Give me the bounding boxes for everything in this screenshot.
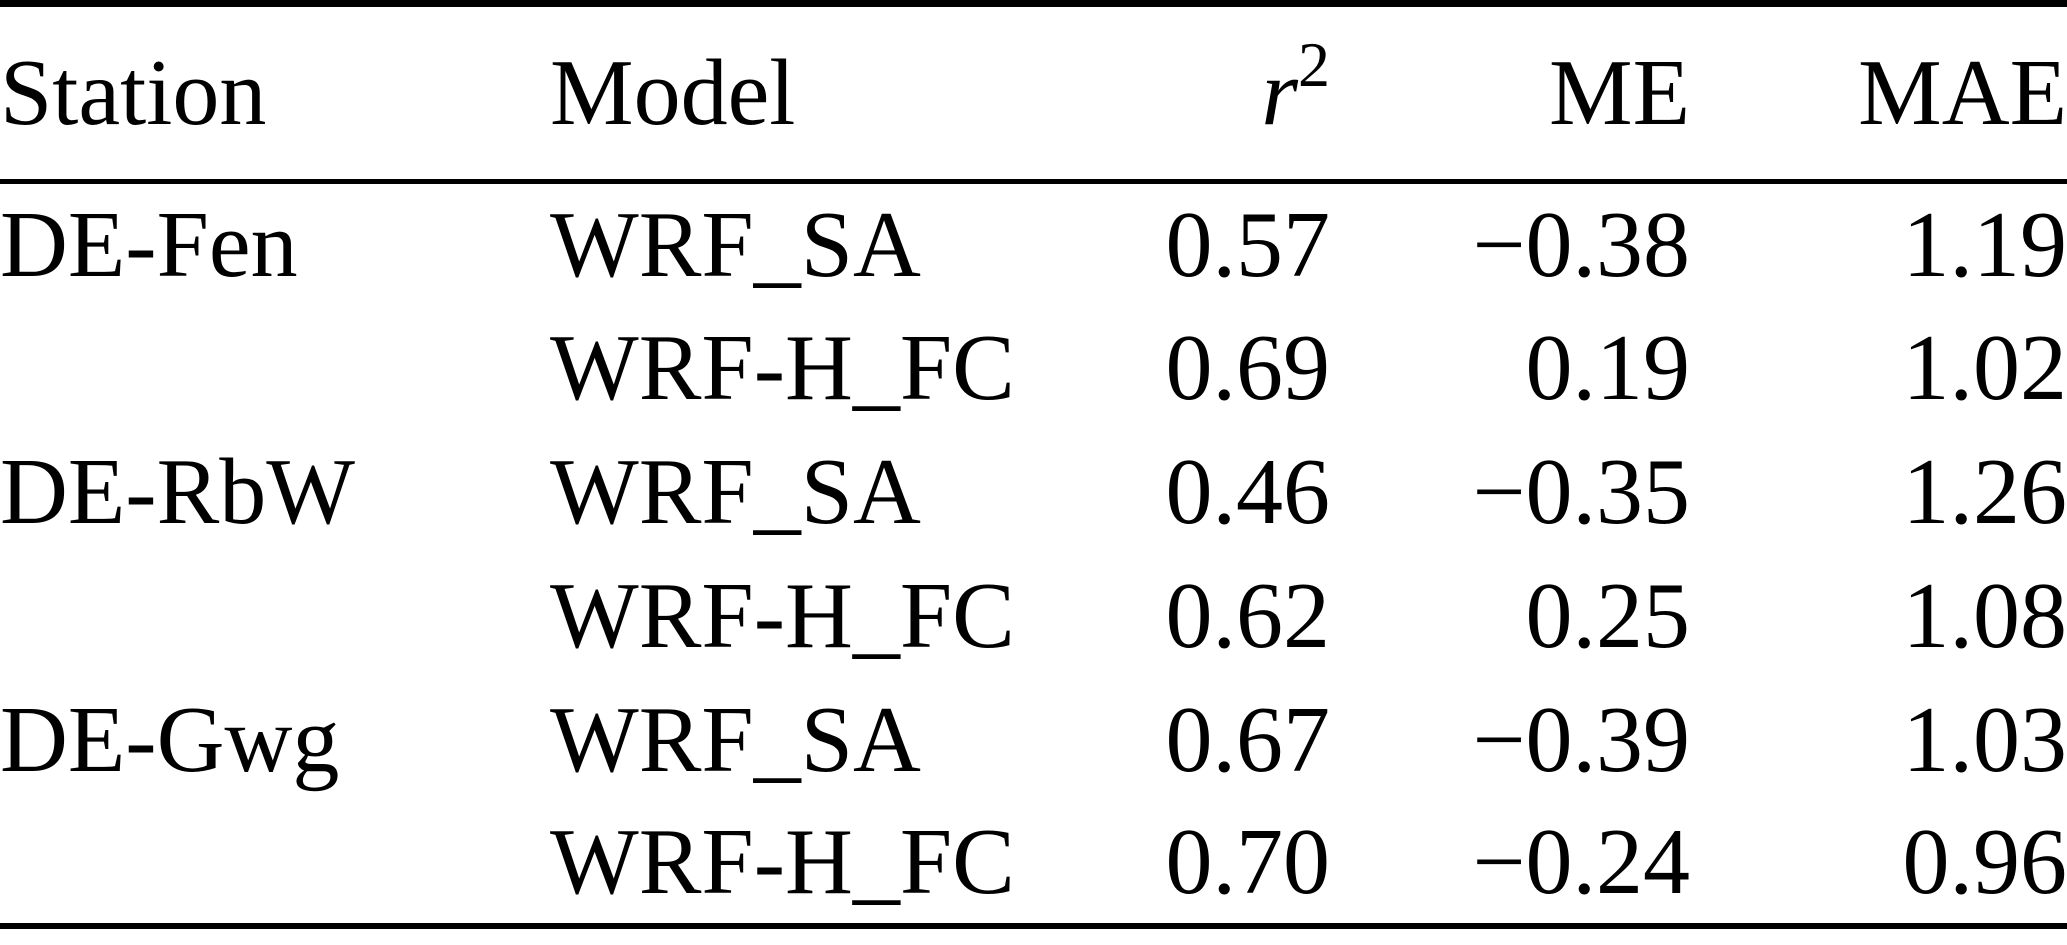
cell-mae: 1.19 <box>1902 192 2067 297</box>
table-row: DE-Fen WRF_SA 0.57 −0.38 1.19 <box>0 182 2067 306</box>
table-row: WRF-H_FC 0.70 −0.24 0.96 <box>0 802 2067 926</box>
cell-model: WRF_SA <box>550 192 921 297</box>
cell-model: WRF_SA <box>550 687 921 792</box>
cell-model: WRF-H_FC <box>550 315 1015 420</box>
table-row: WRF-H_FC 0.69 0.19 1.02 <box>0 306 2067 430</box>
table-body: DE-Fen WRF_SA 0.57 −0.38 1.19 WRF-H_FC 0… <box>0 182 2067 926</box>
col-header-r2: r2 <box>1150 3 1330 184</box>
r2-superscript: 2 <box>1298 29 1330 100</box>
r2-italic-base: r <box>1261 41 1298 145</box>
cell-me: 0.19 <box>1525 315 1691 420</box>
cell-station: DE-RbW <box>0 439 356 544</box>
table-row: DE-Gwg WRF_SA 0.67 −0.39 1.03 <box>0 678 2067 802</box>
cell-me: −0.35 <box>1472 439 1690 544</box>
table-row: WRF-H_FC 0.62 0.25 1.08 <box>0 554 2067 678</box>
cell-r2: 0.69 <box>1165 315 1331 420</box>
cell-me: −0.39 <box>1472 687 1690 792</box>
cell-model: WRF-H_FC <box>550 810 1015 914</box>
cell-r2: 0.67 <box>1165 687 1331 792</box>
cell-mae: 1.03 <box>1902 687 2067 792</box>
cell-r2: 0.46 <box>1165 439 1331 544</box>
col-header-me: ME <box>1330 3 1690 184</box>
cell-mae: 1.08 <box>1902 563 2067 668</box>
cell-station <box>0 802 550 926</box>
col-header-model: Model <box>550 3 1150 184</box>
col-header-mae: MAE <box>1690 3 2067 184</box>
cell-mae: 0.96 <box>1902 810 2067 914</box>
cell-mae: 1.26 <box>1902 439 2067 544</box>
cell-me: −0.38 <box>1472 192 1690 297</box>
cell-station <box>0 554 550 678</box>
cell-station <box>0 306 550 430</box>
cell-r2: 0.62 <box>1165 563 1331 668</box>
cell-me: −0.24 <box>1472 810 1690 914</box>
cell-r2: 0.70 <box>1165 810 1331 914</box>
header-row: Station Model r2 ME MAE <box>0 3 2067 184</box>
cell-me: 0.25 <box>1525 563 1691 668</box>
table-header: Station Model r2 ME MAE <box>0 3 2067 184</box>
table-row: DE-RbW WRF_SA 0.46 −0.35 1.26 <box>0 430 2067 554</box>
cell-mae: 1.02 <box>1902 315 2067 420</box>
cell-model: WRF_SA <box>550 439 921 544</box>
cell-model: WRF-H_FC <box>550 563 1015 668</box>
cell-station: DE-Gwg <box>0 687 340 792</box>
cell-r2: 0.57 <box>1165 192 1331 297</box>
cell-station: DE-Fen <box>0 192 298 297</box>
col-header-station: Station <box>0 3 550 184</box>
